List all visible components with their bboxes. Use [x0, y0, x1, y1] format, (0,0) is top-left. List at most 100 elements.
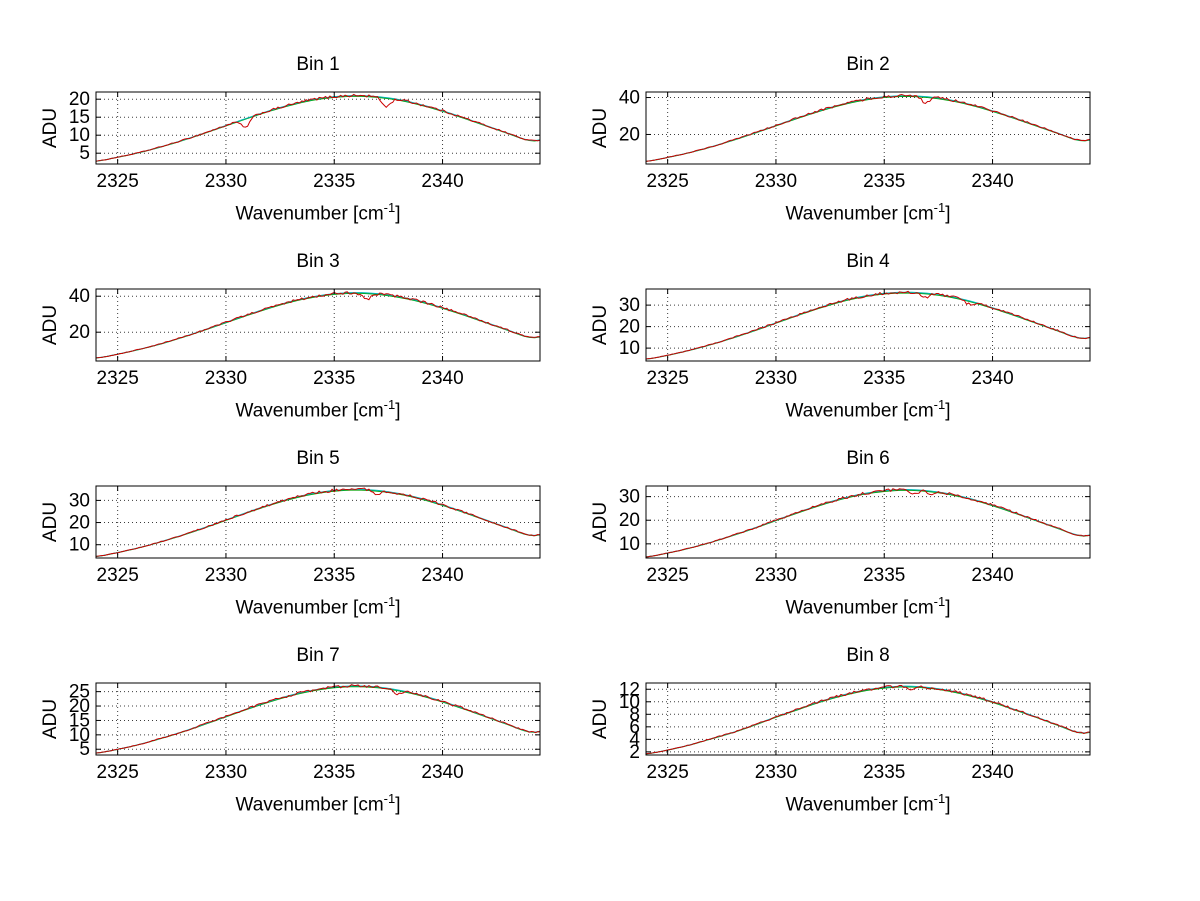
plot-title: Bin 1 [296, 54, 340, 75]
y-axis-label: ADU [590, 304, 611, 346]
x-tick-label: 2340 [421, 171, 463, 192]
subplot-bin-5: 2325 2330 2335 2340 10 20 30 Bin 5 ADU Wavenum… [40, 442, 600, 639]
series-fit-green [646, 95, 1090, 162]
x-tick-label: 2330 [755, 171, 797, 192]
plot-area-bin-2: 2325 2330 2335 2340 20 40 [619, 88, 1091, 192]
y-axis-label: ADU [40, 304, 61, 346]
y-axis-label: ADU [40, 698, 61, 740]
axes-box [645, 288, 1091, 362]
x-axis-label: Wavenumber [cm-1] [235, 594, 401, 619]
y-tick-label: 10 [69, 535, 90, 556]
subplot-bin-6: 2325 2330 2335 2340 10 20 30 Bin 6 ADU Wavenum… [590, 442, 1150, 639]
x-tick-label: 2330 [755, 368, 797, 389]
x-tick-label: 2330 [755, 565, 797, 586]
y-tick-label: 40 [619, 88, 640, 109]
axes-box [95, 288, 541, 362]
y-tick-label: 40 [69, 286, 90, 307]
series-fit-cyan [646, 291, 1090, 360]
y-tick-label: 20 [69, 89, 90, 110]
x-tick-label: 2340 [971, 762, 1013, 783]
series-fit-cyan [96, 95, 540, 162]
x-axis-label: Wavenumber [cm-1] [235, 200, 401, 225]
x-tick-label: 2340 [421, 565, 463, 586]
series-fit-green [646, 292, 1090, 360]
y-tick-label: 30 [69, 490, 90, 511]
x-tick-label: 2330 [205, 368, 247, 389]
y-axis-label: ADU [40, 501, 61, 543]
y-tick-label: 10 [69, 725, 90, 746]
y-tick-label: 10 [69, 125, 90, 146]
series-measured [646, 684, 1090, 755]
y-tick-label: 10 [619, 534, 640, 555]
series-measured [96, 487, 540, 557]
x-tick-label: 2340 [421, 368, 463, 389]
x-tick-label: 2330 [205, 565, 247, 586]
y-tick-label: 20 [69, 696, 90, 717]
y-tick-label: 15 [69, 710, 90, 731]
y-axis-label: ADU [590, 698, 611, 740]
x-tick-label: 2335 [313, 171, 355, 192]
y-tick-label: 20 [619, 317, 640, 338]
subplot-bin-7: 2325 2330 2335 2340 5 10 15 20 25 Bin 7 ADU Wave… [40, 639, 600, 836]
y-tick-label: 6 [629, 717, 640, 738]
y-axis-label: ADU [590, 107, 611, 149]
plot-title: Bin 6 [846, 448, 890, 469]
x-axis-label: Wavenumber [cm-1] [235, 397, 401, 422]
x-tick-label: 2340 [421, 762, 463, 783]
y-tick-label: 30 [619, 295, 640, 316]
series-fit-cyan [96, 488, 540, 557]
axes-box [95, 91, 541, 165]
axes-box [95, 682, 541, 756]
plot-area-bin-3: 2325 2330 2335 2340 20 40 [69, 286, 541, 389]
series-fit-green [96, 489, 540, 558]
subplot-bin-3: 2325 2330 2335 2340 20 40 Bin 3 ADU Wavenumbe… [40, 245, 600, 442]
series-measured [96, 291, 540, 359]
axes-box [95, 485, 541, 559]
y-tick-label: 10 [619, 692, 640, 713]
x-tick-label: 2330 [205, 762, 247, 783]
x-axis-label: Wavenumber [cm-1] [785, 594, 951, 619]
x-tick-label: 2335 [313, 762, 355, 783]
series-measured [646, 290, 1090, 360]
subplot-bin-2: 2325 2330 2335 2340 20 40 Bin 2 ADU Wavenumbe… [590, 48, 1150, 245]
plot-title: Bin 5 [296, 448, 340, 469]
subplot-bin-8: 2325 2330 2335 2340 2 4 6 8 10 12 Bin 8 ADU Waven… [590, 639, 1150, 836]
x-tick-label: 2335 [863, 171, 905, 192]
x-tick-label: 2325 [647, 762, 689, 783]
series-measured [96, 684, 540, 754]
x-tick-label: 2325 [647, 565, 689, 586]
x-tick-label: 2335 [863, 368, 905, 389]
series-fit-cyan [96, 292, 540, 359]
series-fit-cyan [646, 489, 1090, 558]
y-tick-label: 20 [619, 124, 640, 145]
series-measured [96, 93, 540, 162]
x-tick-label: 2340 [971, 368, 1013, 389]
x-tick-label: 2330 [755, 762, 797, 783]
y-tick-label: 25 [69, 682, 90, 703]
x-axis-label: Wavenumber [cm-1] [785, 397, 951, 422]
y-axis-label: ADU [590, 501, 611, 543]
plot-title: Bin 3 [296, 251, 340, 272]
x-tick-label: 2335 [863, 565, 905, 586]
y-tick-label: 2 [629, 742, 640, 763]
x-tick-label: 2325 [97, 762, 139, 783]
y-tick-label: 30 [619, 487, 640, 508]
x-tick-label: 2340 [971, 171, 1013, 192]
axes-box [645, 91, 1091, 165]
plot-title: Bin 8 [846, 645, 890, 666]
series-fit-green [646, 489, 1090, 558]
y-tick-label: 5 [79, 739, 90, 760]
x-tick-label: 2325 [97, 171, 139, 192]
y-tick-label: 15 [69, 107, 90, 128]
x-tick-label: 2335 [313, 565, 355, 586]
axes-box [645, 682, 1091, 756]
series-measured [646, 488, 1090, 558]
y-tick-label: 12 [619, 679, 640, 700]
x-axis-label: Wavenumber [cm-1] [785, 791, 951, 816]
